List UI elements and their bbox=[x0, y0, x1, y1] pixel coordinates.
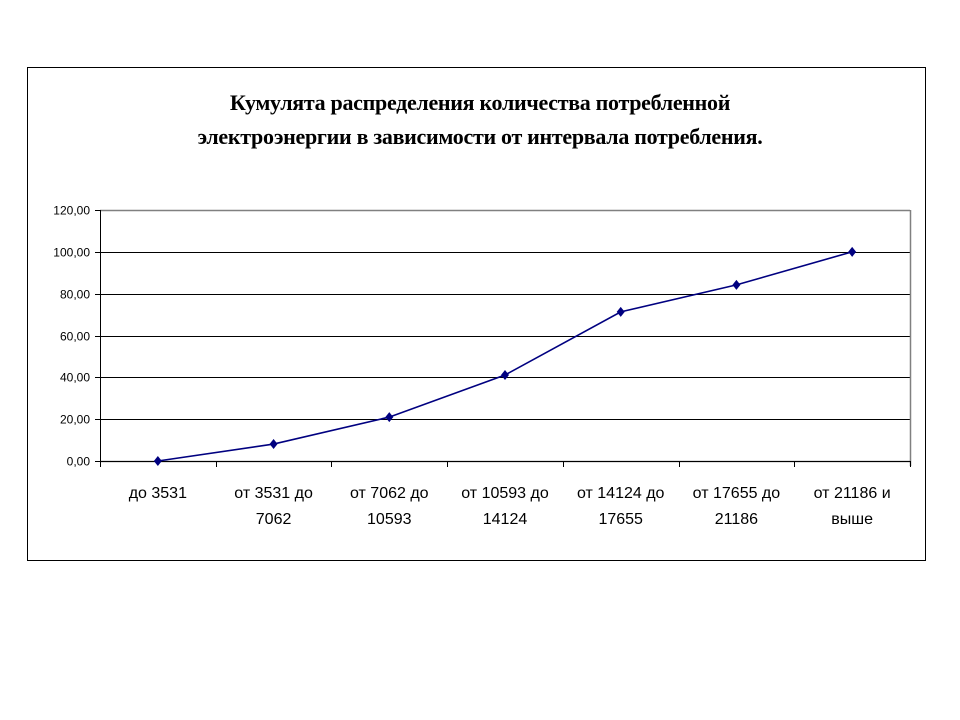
x-category-label-line: от 14124 до bbox=[576, 485, 665, 502]
chart-frame bbox=[27, 67, 926, 561]
chart-title: Кумулята распределения количества потреб… bbox=[0, 86, 960, 154]
x-category-label-line: 21186 bbox=[714, 511, 759, 528]
x-category-label-line: от 21186 и bbox=[813, 485, 891, 502]
x-category-label: от 7062 до 10593 bbox=[331, 481, 447, 533]
y-tick-label: 60,00 bbox=[60, 330, 90, 344]
chart-title-line-1: Кумулята распределения количества потреб… bbox=[229, 90, 731, 115]
x-category-label: от 14124 до 17655 bbox=[563, 481, 679, 533]
diamond-marker-icon bbox=[848, 246, 857, 257]
diamond-marker-icon bbox=[732, 279, 741, 290]
x-category-label-line bbox=[100, 507, 216, 533]
x-category-label-line: от 10593 до bbox=[461, 485, 549, 502]
y-tick-label: 100,00 bbox=[53, 246, 90, 260]
x-category-label-line: 7062 bbox=[255, 511, 292, 528]
diamond-marker-icon bbox=[385, 412, 394, 423]
diamond-marker-icon bbox=[501, 370, 509, 381]
chart-title-line-2: электроэнергии в зависимости от интервал… bbox=[197, 124, 763, 149]
x-category-label: до 3531 bbox=[100, 481, 216, 533]
x-category-label-line: от 17655 до bbox=[692, 485, 781, 502]
y-tick-label: 20,00 bbox=[60, 413, 90, 427]
diamond-marker-icon bbox=[269, 439, 278, 450]
y-tick-label: 80,00 bbox=[60, 288, 90, 302]
x-category-label-line: 10593 bbox=[367, 511, 412, 528]
y-tick-label: 0,00 bbox=[67, 455, 91, 469]
x-category-label-line: 14124 bbox=[482, 511, 528, 528]
x-category-label: от 21186 и выше bbox=[794, 481, 910, 533]
x-category-label: от 17655 до 21186 bbox=[678, 481, 794, 533]
x-category-label-line: 17655 bbox=[598, 511, 643, 528]
x-category-label-line: от 7062 до bbox=[349, 485, 429, 502]
x-category-label-line: выше bbox=[831, 511, 873, 528]
diamond-marker-icon bbox=[153, 456, 162, 466]
y-tick-label: 120,00 bbox=[53, 204, 90, 218]
x-category-label-line: до 3531 bbox=[128, 485, 187, 502]
x-category-label-line: от 3531 до bbox=[234, 485, 313, 502]
x-category-label: от 3531 до 7062 bbox=[216, 481, 332, 533]
y-tick-label: 40,00 bbox=[60, 371, 90, 385]
data-line bbox=[157, 251, 853, 462]
x-category-label: от 10593 до 14124 bbox=[447, 481, 563, 533]
diamond-marker-icon bbox=[616, 306, 625, 317]
